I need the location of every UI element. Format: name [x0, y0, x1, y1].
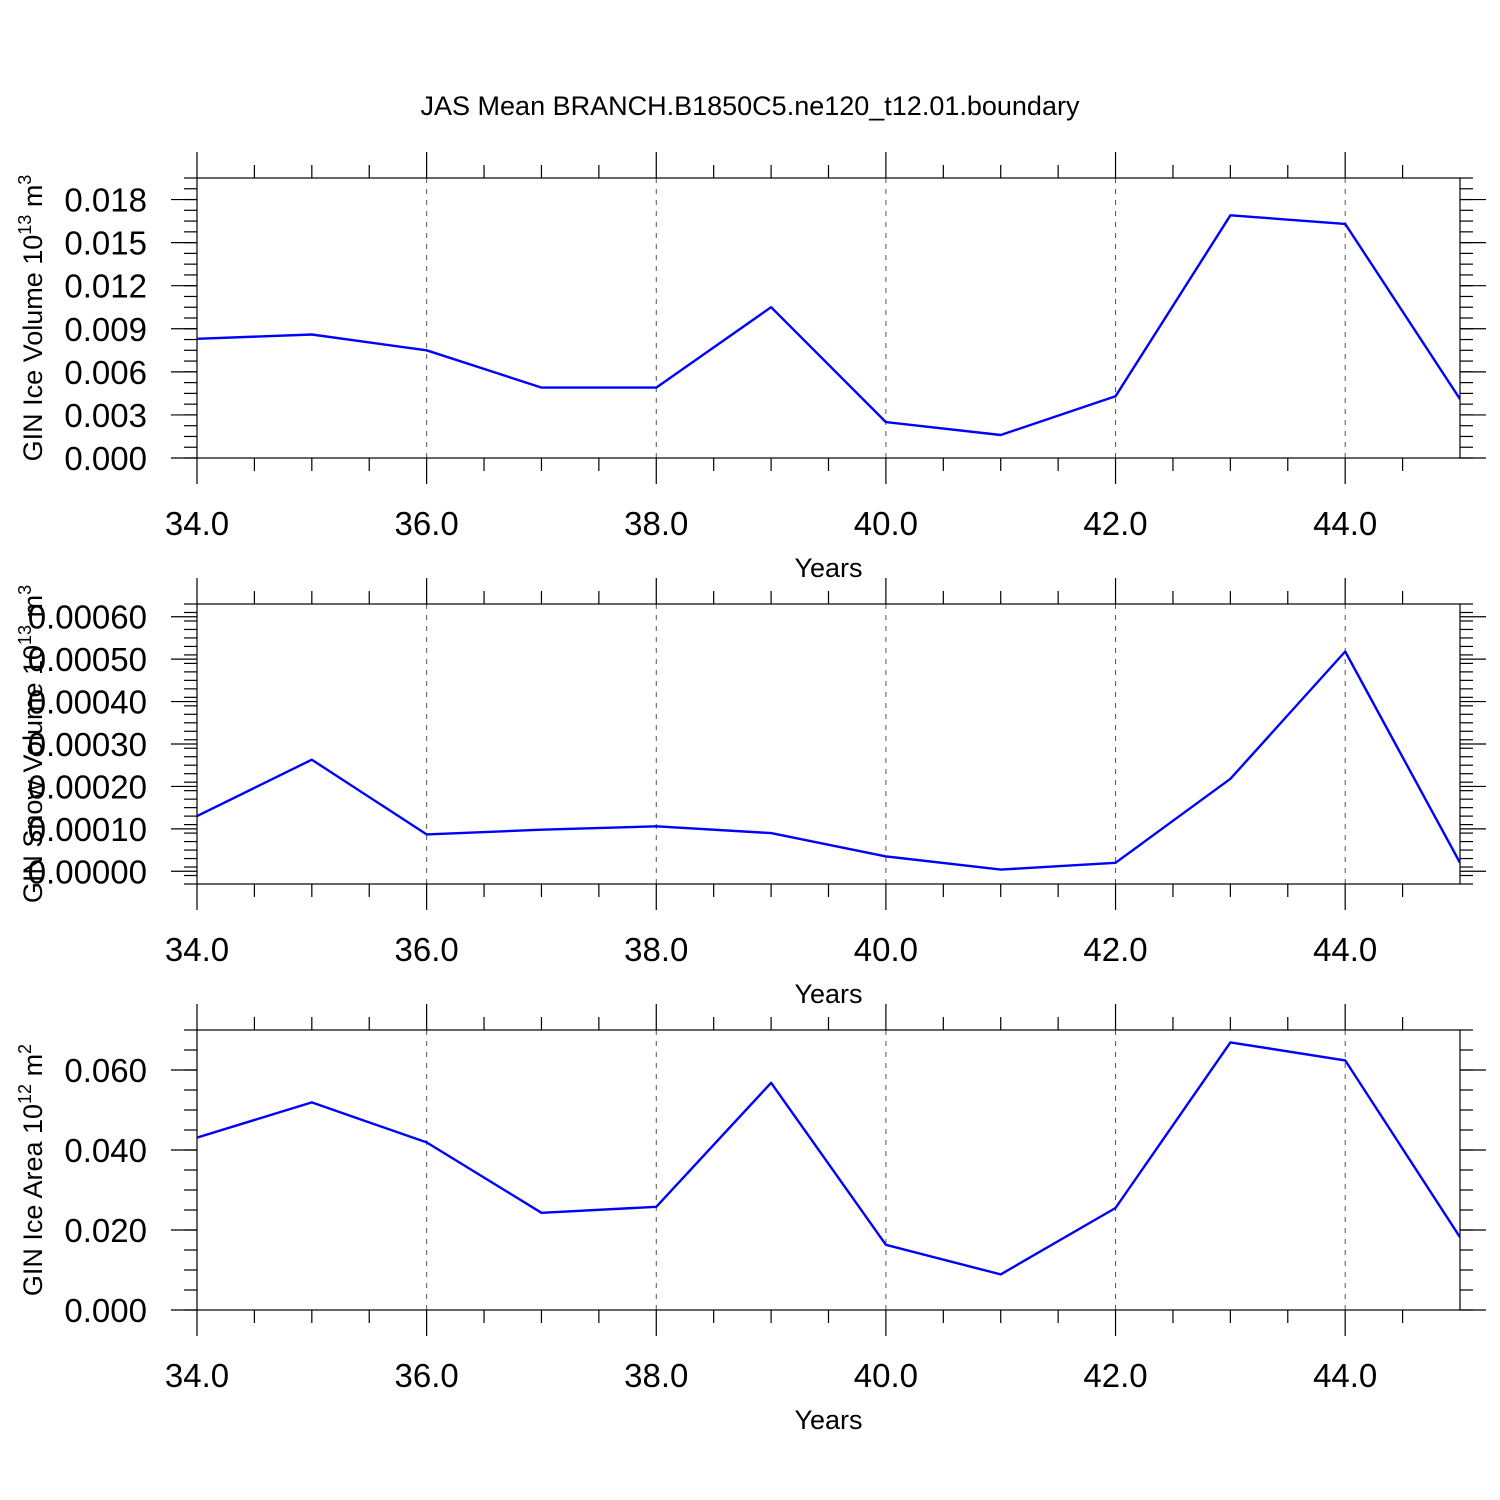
x-tick-label: 40.0 [854, 505, 918, 542]
y-axis-label: GIN Ice Volume 1013 m3 [15, 175, 48, 462]
x-tick-label: 38.0 [624, 505, 688, 542]
y-tick-label: 0.009 [64, 311, 147, 348]
y-axis-label-superscript: 3 [15, 175, 35, 185]
x-tick-label: 36.0 [395, 1357, 459, 1394]
y-axis-label-superscript: 3 [15, 585, 35, 595]
y-axis-label-text: GIN Ice Volume 10 [18, 235, 48, 462]
panels: 34.0 36.0 38.0 40.0 42.0 44.0 0.000 0.003 0.006 0… [15, 152, 1486, 1435]
series-line [197, 1041, 1460, 1276]
x-tick-label: 44.0 [1313, 505, 1377, 542]
y-axis-label-text: m [18, 595, 48, 625]
y-tick-label: 0.00030 [28, 726, 147, 763]
x-tick-label: 34.0 [165, 1357, 229, 1394]
y-tick-label: 0.003 [64, 397, 147, 434]
y-tick-label: 0.00010 [28, 811, 147, 848]
x-tick-label: 38.0 [624, 1357, 688, 1394]
panel-2: 34.0 36.0 38.0 40.0 42.0 44.0 0.00000 0.00010 0.… [15, 578, 1486, 1009]
y-tick-label: 0.00020 [28, 768, 147, 805]
y-tick-label: 0.00040 [28, 684, 147, 721]
y-tick-label: 0.006 [64, 354, 147, 391]
x-tick-label: 36.0 [395, 505, 459, 542]
y-axis-label-text: GIN Ice Area 10 [18, 1104, 48, 1296]
panel-3: 34.0 36.0 38.0 40.0 42.0 44.0 0.000 0.020 0.040 0… [15, 1004, 1486, 1435]
x-tick-label: 42.0 [1083, 931, 1147, 968]
x-axis-label: Years [794, 553, 862, 583]
series-line [197, 650, 1460, 871]
y-tick-label: 0.000 [64, 440, 147, 477]
x-tick-label: 40.0 [854, 1357, 918, 1394]
y-tick-label: 0.040 [64, 1132, 147, 1169]
y-axis-label-superscript: 2 [15, 1044, 35, 1054]
x-tick-label: 34.0 [165, 931, 229, 968]
x-tick-label: 36.0 [395, 931, 459, 968]
x-tick-label: 44.0 [1313, 1357, 1377, 1394]
y-axis-label-superscript: 13 [15, 215, 35, 235]
y-tick-label: 0.00000 [28, 853, 147, 890]
x-tick-label: 40.0 [854, 931, 918, 968]
y-axis-label-superscript: 12 [15, 1084, 35, 1104]
x-tick-label: 38.0 [624, 931, 688, 968]
y-tick-label: 0.018 [64, 182, 147, 219]
y-tick-label: 0.012 [64, 268, 147, 305]
y-tick-label: 0.020 [64, 1212, 147, 1249]
y-tick-label: 0.00060 [28, 599, 147, 636]
series-line [197, 214, 1460, 437]
y-tick-label: 0.015 [64, 225, 147, 262]
x-axis-label: Years [794, 1405, 862, 1435]
y-axis-label: GIN Ice Area 1012 m2 [15, 1044, 48, 1296]
y-axis-label: GIN Snow Volume 1013 m3 [15, 585, 48, 903]
x-axis-label: Years [794, 979, 862, 1009]
y-axis-label-text: GIN Snow Volume 10 [18, 645, 48, 903]
panel-1: 34.0 36.0 38.0 40.0 42.0 44.0 0.000 0.003 0.006 0… [15, 152, 1486, 583]
y-tick-label: 0.060 [64, 1052, 147, 1089]
y-tick-label: 0.000 [64, 1292, 147, 1329]
figure-title: JAS Mean BRANCH.B1850C5.ne120_t12.01.bou… [421, 91, 1080, 121]
x-tick-label: 44.0 [1313, 931, 1377, 968]
y-tick-label: 0.00050 [28, 641, 147, 678]
x-tick-label: 34.0 [165, 505, 229, 542]
y-axis-label-text: m [18, 185, 48, 215]
y-axis-label-text: m [18, 1054, 48, 1084]
x-tick-label: 42.0 [1083, 1357, 1147, 1394]
y-axis-label-superscript: 13 [15, 625, 35, 645]
x-tick-label: 42.0 [1083, 505, 1147, 542]
